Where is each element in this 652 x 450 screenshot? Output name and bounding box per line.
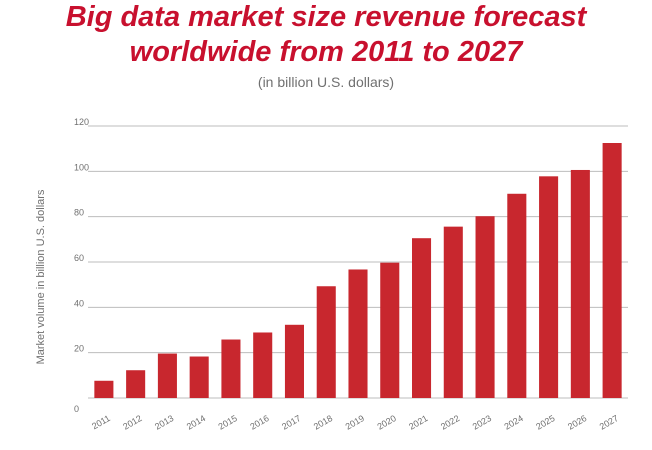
- x-tick-label: 2012: [121, 413, 143, 432]
- bars: [94, 143, 622, 398]
- bar-2012: [126, 370, 146, 398]
- bar-2027: [602, 143, 622, 398]
- x-tick-label: 2018: [312, 413, 334, 432]
- y-tick-label: 80: [74, 208, 84, 218]
- chart-subtitle: (in billion U.S. dollars): [257, 74, 395, 90]
- x-axis-ticks: 2011 2012 2013 2014 2015 2016 2017 2018 2019 2020…: [90, 413, 620, 432]
- x-tick-label: 2017: [280, 413, 302, 432]
- bar-2018: [316, 286, 336, 398]
- bar-2014: [189, 356, 209, 398]
- x-tick-label: 2027: [598, 413, 620, 432]
- y-tick-label: 40: [74, 298, 84, 308]
- bar-2021: [412, 238, 432, 398]
- x-tick-label: 2026: [566, 413, 588, 432]
- x-tick-label: 2022: [439, 413, 461, 432]
- x-tick-label: 2015: [217, 413, 239, 432]
- x-tick-label: 2020: [375, 413, 397, 432]
- gridlines: [88, 125, 628, 399]
- bar-2023: [475, 216, 495, 398]
- y-axis-ticks: 0 20 40 60 80 100 120: [74, 117, 89, 414]
- x-tick-label: 2024: [502, 413, 524, 432]
- x-tick-label: 2025: [534, 413, 556, 432]
- bar-2026: [570, 169, 590, 398]
- x-tick-label: 2019: [344, 413, 366, 432]
- x-tick-label: 2013: [153, 413, 175, 432]
- x-tick-label: 2016: [248, 413, 270, 432]
- bar-2015: [221, 339, 241, 398]
- chart-title: Big data market size revenue forecast wo…: [0, 0, 652, 70]
- x-tick-label: 2014: [185, 413, 207, 432]
- x-tick-label: 2011: [90, 413, 112, 431]
- bar-2022: [443, 226, 463, 398]
- bar-2011: [94, 380, 114, 398]
- y-tick-label: 100: [74, 162, 89, 172]
- chart-title-line-1: Big data market size revenue forecast: [65, 1, 587, 33]
- bar-2020: [380, 262, 400, 398]
- bar-2017: [284, 324, 304, 398]
- x-tick-label: 2021: [407, 413, 429, 432]
- bar-2024: [507, 193, 527, 398]
- y-axis-label: Market volume in billion U.S. dollars: [35, 189, 47, 364]
- y-tick-label: 0: [74, 404, 79, 414]
- y-tick-label: 60: [74, 253, 84, 263]
- y-tick-label: 120: [74, 117, 89, 127]
- chart-title-line-2: worldwide from 2011 to 2027: [129, 36, 523, 68]
- x-tick-label: 2023: [471, 413, 493, 432]
- bar-2013: [157, 353, 177, 398]
- bar-2019: [348, 269, 368, 398]
- bar-2016: [253, 332, 273, 398]
- y-tick-label: 20: [74, 344, 84, 354]
- bar-2025: [539, 176, 559, 398]
